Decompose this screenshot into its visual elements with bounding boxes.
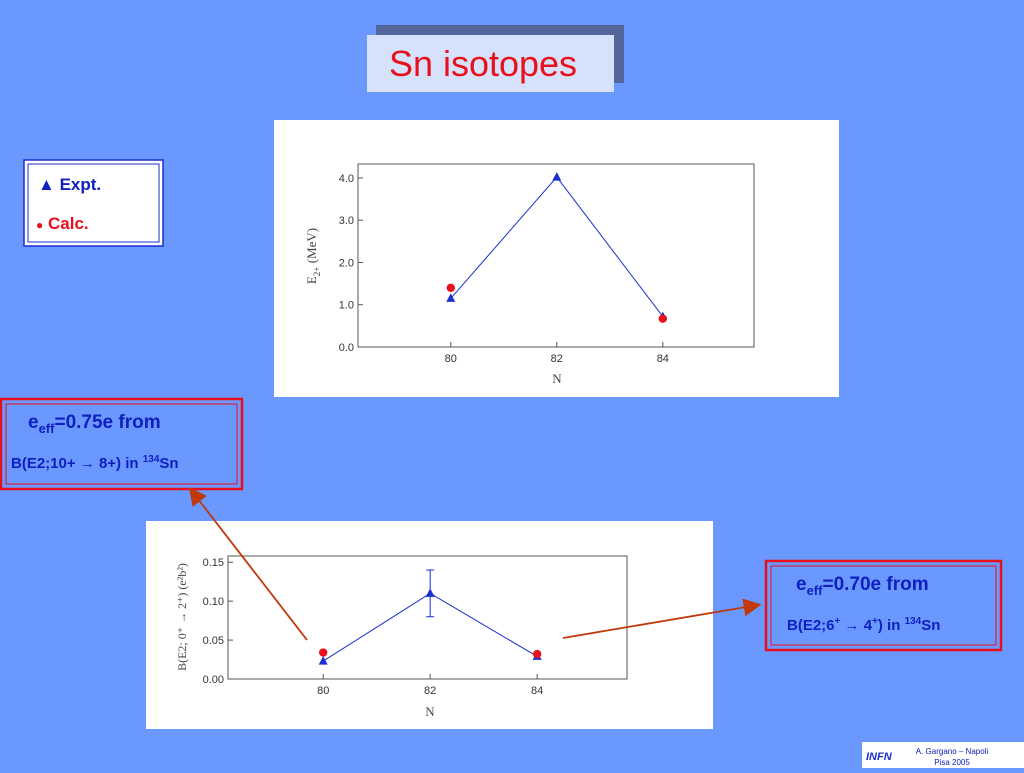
x-tick-label: 80 — [445, 353, 457, 365]
text: B(E2;6 — [787, 617, 835, 634]
chart: E2+ (MeV) N 0.0 1.0 2.0 3.0 4.0 80 82 84 — [304, 163, 755, 386]
text: Sn — [159, 455, 178, 472]
superscript: 134 — [905, 616, 922, 627]
y-tick-label: 0.0 — [339, 342, 354, 354]
note-line: eeff=0.75e from — [28, 412, 161, 436]
title: Sn isotopes — [389, 43, 577, 84]
arrow — [188, 487, 308, 641]
y-label-sub: 2+ — [312, 267, 322, 277]
note-box — [0, 397, 244, 491]
note-line: eeff=0.70e from — [796, 574, 929, 598]
note-border — [770, 565, 997, 646]
superscript: + — [872, 616, 878, 627]
text: e — [796, 574, 807, 595]
y-tick-label: 0.05 — [203, 635, 224, 647]
y-tick-label: 0.00 — [203, 674, 224, 686]
subscript: eff — [807, 583, 824, 598]
legend-label: Calc. — [48, 214, 89, 233]
point — [318, 656, 328, 665]
plot-frame — [227, 555, 628, 680]
note-line: B(E2;6+ → 4+) in 134Sn — [787, 616, 940, 634]
superscript: + — [835, 616, 841, 627]
y-tick-label: 0.15 — [203, 557, 224, 569]
y-label-main: E — [304, 276, 319, 284]
legend-label: Expt. — [60, 175, 102, 194]
point — [552, 172, 562, 181]
legend-expt: ▲ Expt. — [38, 175, 101, 194]
point — [446, 283, 455, 293]
point — [658, 314, 668, 323]
x-tick-label: 84 — [657, 353, 669, 365]
text: =0.70e from — [822, 574, 928, 595]
point — [425, 588, 435, 597]
footer-text: Pisa 2005 — [934, 758, 970, 767]
legend-symbol: ● — [36, 218, 43, 232]
point — [532, 649, 542, 659]
y-axis-label: B(E2; 0⁺ → 2⁺) (e²b²) — [175, 563, 189, 671]
plot-frame — [357, 163, 755, 348]
y-tick-label: 2.0 — [339, 257, 354, 269]
x-tick-label: 82 — [424, 685, 436, 697]
text: Sn — [921, 617, 940, 634]
x-tick-label: 82 — [551, 353, 563, 365]
legend-calc: ● Calc. — [36, 214, 89, 233]
text: =0.75e from — [54, 412, 160, 433]
y-tick-label: 1.0 — [339, 300, 354, 312]
x-axis-label: N — [552, 371, 562, 386]
note-box — [764, 559, 1003, 652]
point — [446, 293, 456, 302]
legend-box — [23, 159, 164, 247]
point — [319, 648, 328, 657]
text: e — [28, 412, 39, 433]
footer-box — [862, 742, 1024, 768]
text: → 4 — [840, 617, 872, 634]
text: ) in — [878, 617, 905, 634]
footer-text: A. Gargano – Napoli — [916, 747, 989, 756]
y-axis-label: E2+ (MeV) — [304, 228, 322, 284]
superscript: 134 — [143, 454, 160, 465]
y-tick-label: 3.0 — [339, 215, 354, 227]
x-tick-label: 80 — [317, 685, 329, 697]
chart-panel — [274, 120, 839, 397]
y-label-unit: (MeV) — [304, 228, 319, 267]
legend-symbol: ▲ — [38, 175, 55, 194]
y-tick-label: 0.10 — [203, 596, 224, 608]
footer-logo: INFN — [866, 751, 893, 763]
chart: B(E2; 0⁺ → 2⁺) (e²b²) N 0.00 0.05 0.10 0.15… — [175, 555, 628, 719]
text: B(E2;10+ → 8+) in — [11, 455, 143, 472]
x-tick-label: 84 — [531, 685, 543, 697]
legend-border — [27, 163, 160, 243]
subscript: eff — [39, 421, 56, 436]
note-line: B(E2;10+ → 8+) in 134Sn — [11, 454, 179, 472]
note-border — [5, 403, 238, 485]
x-axis-label: N — [425, 704, 435, 719]
title-box — [367, 35, 614, 92]
y-tick-label: 4.0 — [339, 173, 354, 185]
chart-panel — [146, 521, 713, 729]
arrow — [562, 598, 762, 639]
